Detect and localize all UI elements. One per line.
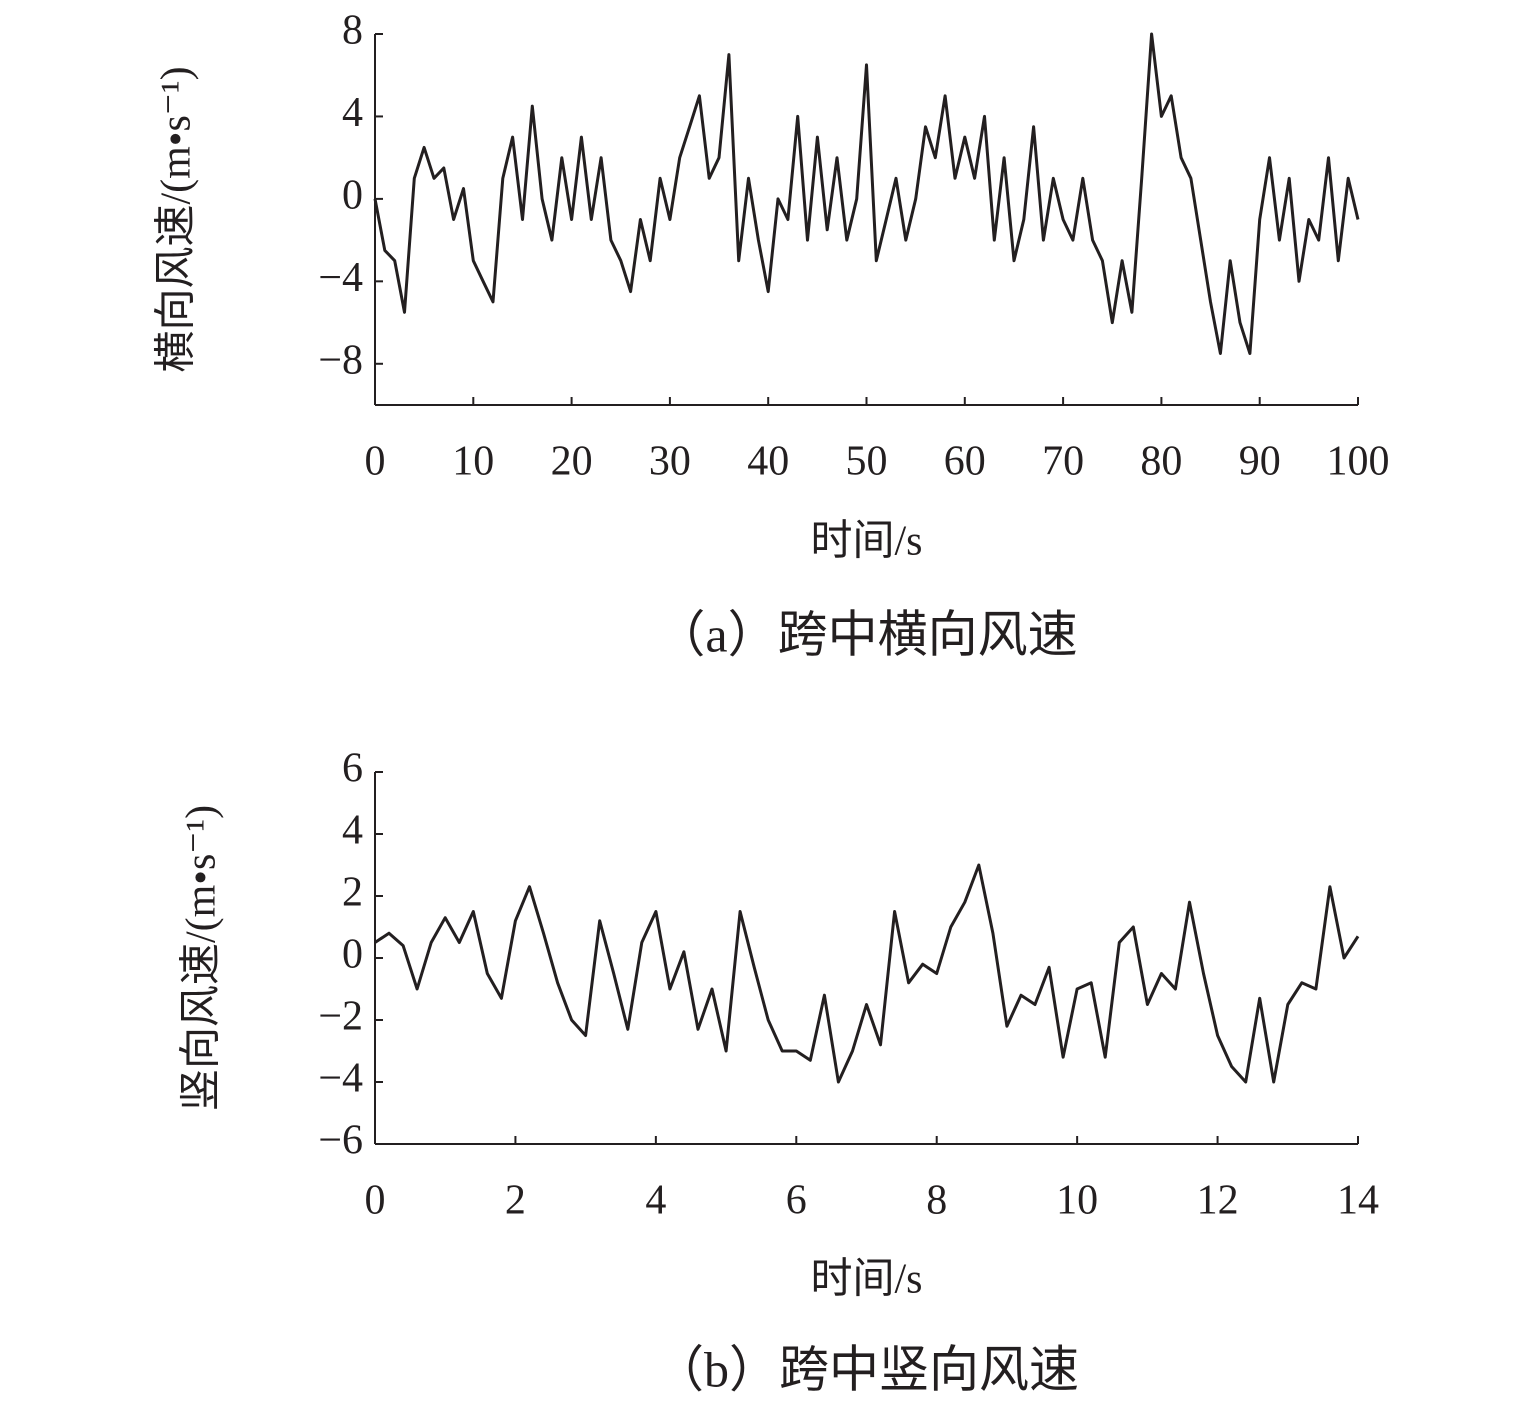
- y-tick-label: −4: [318, 255, 363, 301]
- y-tick-label: 0: [342, 932, 363, 978]
- y-axis-label: 竖向风速/(m•s⁻¹): [179, 805, 225, 1111]
- x-tick-label: 90: [1239, 439, 1281, 485]
- y-tick-label: 4: [342, 808, 363, 854]
- y-tick-label: 8: [342, 8, 363, 54]
- y-tick-label: 6: [342, 746, 363, 792]
- data-line: [373, 32, 1360, 355]
- data-line: [374, 863, 1360, 1084]
- x-tick-label: 0: [365, 1178, 386, 1224]
- x-tick-label: 14: [1337, 1178, 1379, 1224]
- y-tick-label: −4: [318, 1056, 363, 1102]
- caption: （a）跨中横向风速: [655, 606, 1077, 662]
- x-tick-label: 12: [1197, 1178, 1239, 1224]
- x-tick-label: 20: [551, 439, 593, 485]
- x-tick-label: 8: [926, 1178, 947, 1224]
- y-axis-label: 横向风速/(m•s⁻¹): [154, 66, 200, 372]
- x-tick-label: 6: [786, 1178, 807, 1224]
- x-tick-label: 80: [1140, 439, 1182, 485]
- x-tick-label: 40: [747, 439, 789, 485]
- x-axis-label: 时间/s: [810, 1257, 922, 1303]
- x-tick-label: 100: [1327, 439, 1390, 485]
- y-tick-label: −8: [318, 337, 363, 383]
- x-tick-label: 0: [365, 439, 386, 485]
- y-tick-label: −2: [318, 994, 363, 1040]
- x-tick-label: 4: [645, 1178, 666, 1224]
- y-tick-label: −6: [318, 1118, 363, 1164]
- x-axis-label: 时间/s: [810, 519, 922, 565]
- x-tick-label: 10: [452, 439, 494, 485]
- x-tick-label: 50: [846, 439, 888, 485]
- y-tick-label: 4: [342, 90, 363, 136]
- x-tick-label: 30: [649, 439, 691, 485]
- x-tick-label: 2: [505, 1178, 526, 1224]
- x-tick-label: 60: [944, 439, 986, 485]
- x-tick-label: 10: [1056, 1178, 1098, 1224]
- y-tick-label: 2: [342, 870, 363, 916]
- x-tick-label: 70: [1042, 439, 1084, 485]
- caption: （b）跨中竖向风速: [654, 1341, 1079, 1397]
- y-tick-label: 0: [342, 173, 363, 219]
